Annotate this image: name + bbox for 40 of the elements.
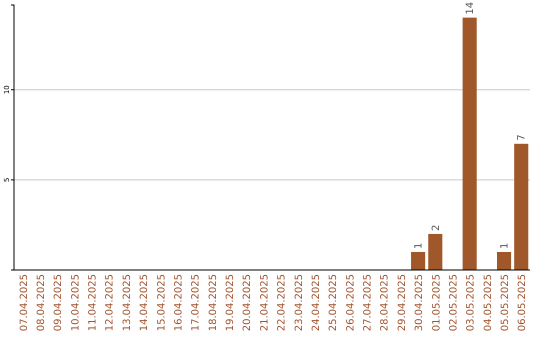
x-tick-label: 12.04.2025 [104, 274, 116, 332]
data-label: 1 [414, 242, 425, 249]
x-tick-label: 02.05.2025 [448, 274, 460, 332]
x-tick-label: 11.04.2025 [88, 274, 99, 332]
x-tick-label: 18.04.2025 [208, 274, 219, 332]
x-tick-label: 09.04.2025 [53, 274, 64, 332]
x-tick-label: 08.04.2025 [36, 274, 47, 332]
x-tick-label: 30.04.2025 [414, 274, 426, 332]
x-tick-label: 25.04.2025 [328, 274, 340, 332]
x-tick-label: 04.05.2025 [482, 274, 494, 332]
bar [462, 18, 477, 270]
data-label: 14 [465, 2, 476, 15]
x-tick-label: 19.04.2025 [225, 274, 236, 332]
data-label: 1 [500, 242, 511, 249]
x-tick-label: 20.04.2025 [242, 274, 254, 332]
x-tick-label: 05.05.2025 [500, 274, 512, 332]
x-tick-label: 27.04.2025 [362, 274, 374, 332]
bar [428, 234, 442, 270]
bar [411, 252, 426, 270]
x-tick-label: 17.04.2025 [190, 274, 202, 332]
data-label: 7 [516, 134, 528, 141]
x-tick-label: 06.05.2025 [517, 274, 528, 332]
x-tick-label: 01.05.2025 [431, 274, 442, 332]
x-tick-label: 22.04.2025 [276, 274, 288, 332]
data-label: 2 [430, 224, 442, 231]
x-tick-label: 15.04.2025 [156, 274, 168, 332]
x-tick-label: 21.04.2025 [259, 274, 270, 332]
x-tick-label: 14.04.2025 [139, 274, 150, 332]
x-tick-label: 03.05.2025 [466, 274, 477, 332]
x-tick-label: 28.04.2025 [380, 274, 391, 332]
x-tick-label: 24.04.2025 [310, 274, 322, 332]
x-tick-label: 16.04.2025 [173, 274, 184, 332]
bar [514, 144, 528, 270]
x-tick-label: 23.04.2025 [294, 274, 305, 332]
x-tick-label: 26.04.2025 [345, 274, 356, 332]
x-tick-label: 29.04.2025 [396, 274, 408, 332]
x-tick-label: 13.04.2025 [122, 274, 133, 332]
x-tick-label: 10.04.2025 [70, 274, 82, 332]
bar [497, 252, 512, 270]
x-tick-label: 07.04.2025 [18, 274, 30, 332]
